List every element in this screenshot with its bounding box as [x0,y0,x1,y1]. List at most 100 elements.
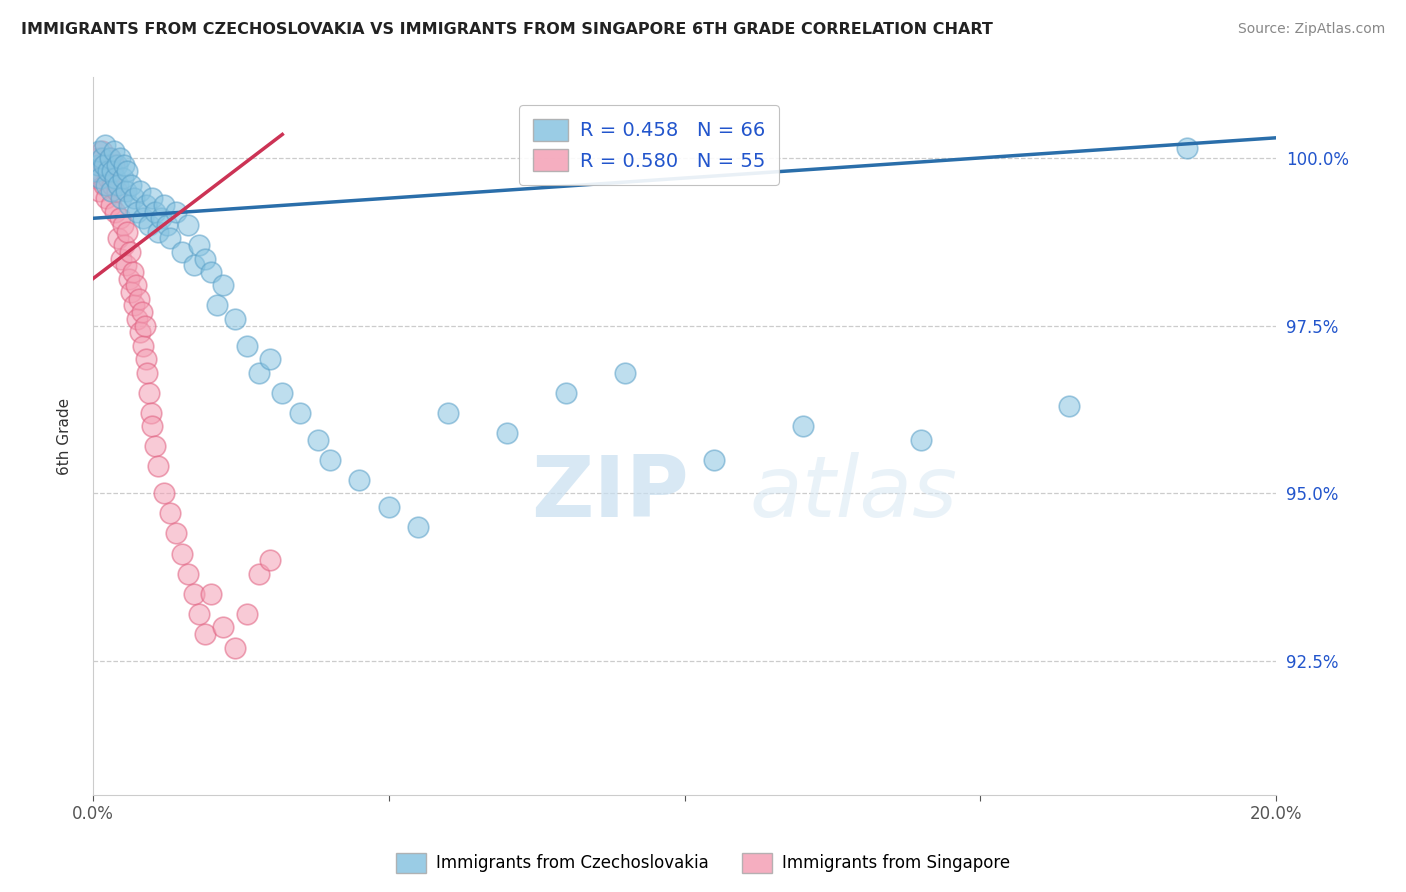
Point [121,285,143,299]
Point [93,158,115,172]
Point [188,607,211,621]
Point [105,158,128,172]
Point [378,500,401,514]
Point [146,459,169,474]
Point [97,164,120,178]
Point [146,225,169,239]
Point [111,218,134,232]
Point [129,185,152,199]
Point [94,137,117,152]
Legend: R = 0.458   N = 66, R = 0.580   N = 55: R = 0.458 N = 66, R = 0.580 N = 55 [519,105,779,185]
Text: ZIP: ZIP [530,452,689,535]
Point [117,225,139,239]
Point [159,507,181,521]
Point [212,278,235,293]
Point [98,151,121,165]
Point [159,231,181,245]
Point [271,385,294,400]
Point [188,238,211,252]
Point [114,185,136,199]
Point [112,238,135,252]
Point [153,486,176,500]
Point [131,305,153,319]
Point [89,171,111,186]
Point [1057,399,1080,413]
Point [153,198,176,212]
Point [93,178,115,192]
Point [108,211,131,226]
Point [165,204,187,219]
Point [104,171,127,186]
Point [94,158,117,172]
Point [108,151,131,165]
Point [170,244,193,259]
Point [207,298,229,312]
Point [101,164,124,178]
Point [143,204,166,219]
Point [170,547,193,561]
Point [132,339,155,353]
Point [129,326,152,340]
Text: Source: ZipAtlas.com: Source: ZipAtlas.com [1237,22,1385,37]
Point [101,178,124,192]
Point [84,171,107,186]
Point [98,151,121,165]
Point [84,164,107,178]
Point [89,164,111,178]
Point [138,385,160,400]
Point [135,198,157,212]
Point [128,292,150,306]
Point [408,520,430,534]
Point [139,406,162,420]
Point [176,218,198,232]
Point [247,366,270,380]
Point [141,419,163,434]
Point [138,218,160,232]
Point [124,191,146,205]
Point [200,587,222,601]
Point [122,265,145,279]
Point [437,406,460,420]
Point [224,640,246,655]
Point [87,185,110,199]
Point [143,439,166,453]
Text: atlas: atlas [749,452,957,535]
Point [236,339,259,353]
Point [110,191,132,205]
Point [134,318,156,333]
Point [87,158,110,172]
Point [176,566,198,581]
Point [496,425,519,440]
Point [555,385,578,400]
Point [259,352,281,367]
Point [90,151,112,165]
Point [156,218,179,232]
Point [194,252,217,266]
Point [247,566,270,581]
Point [703,452,725,467]
Point [236,607,259,621]
Point [105,185,128,199]
Point [200,265,222,279]
Text: IMMIGRANTS FROM CZECHOSLOVAKIA VS IMMIGRANTS FROM SINGAPORE 6TH GRADE CORRELATIO: IMMIGRANTS FROM CZECHOSLOVAKIA VS IMMIGR… [21,22,993,37]
Point [136,366,159,380]
Point [127,204,149,219]
Point [132,211,155,226]
Point [347,473,370,487]
Point [183,258,205,272]
Point [224,311,246,326]
Point [111,171,134,186]
Point [107,231,129,245]
Point [792,419,814,434]
Point [97,171,120,186]
Point [110,252,132,266]
Point [124,278,146,293]
Point [183,587,205,601]
Point [212,620,235,634]
Point [150,211,173,226]
Point [118,244,141,259]
Point [114,258,136,272]
Point [259,553,281,567]
Point [90,145,112,159]
Point [165,526,187,541]
